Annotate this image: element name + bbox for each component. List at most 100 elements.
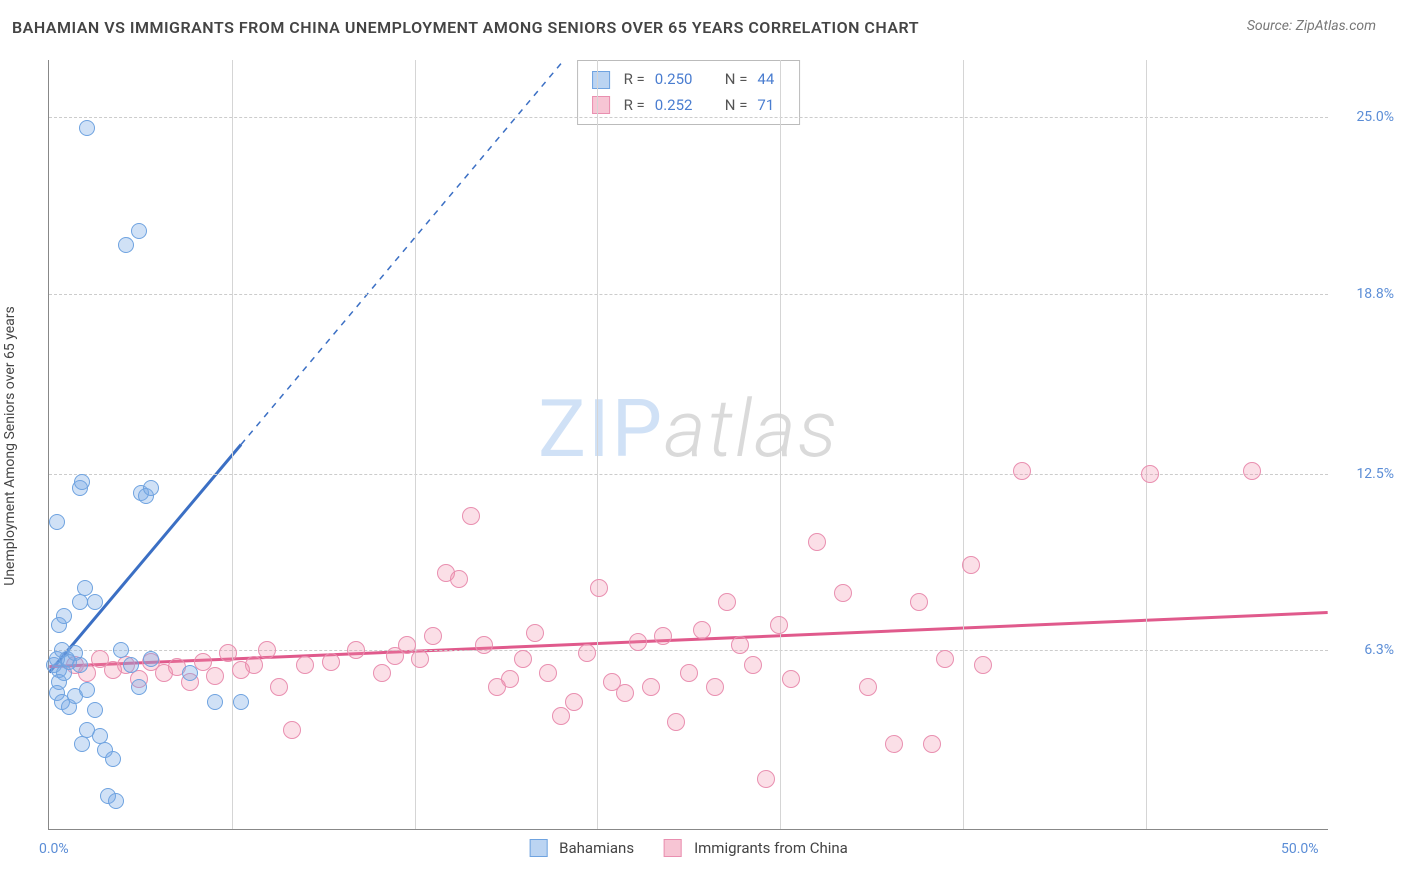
legend-label-bahamians: Bahamians — [559, 839, 634, 857]
correlation-legend: R = 0.250 N = 44 R = 0.252 N = 71 — [577, 60, 801, 125]
data-point — [654, 627, 672, 645]
data-point — [629, 633, 647, 651]
data-point — [578, 644, 596, 662]
data-point — [207, 694, 223, 710]
data-point — [87, 702, 103, 718]
chart-title: BAHAMIAN VS IMMIGRANTS FROM CHINA UNEMPL… — [12, 18, 919, 37]
source-label: Source: ZipAtlas.com — [1247, 18, 1376, 34]
data-point — [475, 636, 493, 654]
r-value-china: 0.252 — [655, 93, 707, 119]
data-point — [143, 651, 159, 667]
data-point — [108, 793, 124, 809]
data-point — [245, 656, 263, 674]
data-point — [79, 120, 95, 136]
n-label: N = — [725, 67, 748, 93]
data-point — [270, 678, 288, 696]
data-point — [258, 641, 276, 659]
swatch-bahamians — [592, 71, 610, 89]
data-point — [182, 665, 198, 681]
data-point — [56, 608, 72, 624]
data-point — [322, 653, 340, 671]
data-point — [782, 670, 800, 688]
data-point — [526, 624, 544, 642]
gridline-v — [232, 60, 233, 829]
data-point — [1243, 462, 1261, 480]
data-point — [565, 693, 583, 711]
xtick-label: 50.0% — [1281, 841, 1319, 857]
ytick-label: 12.5% — [1336, 466, 1394, 482]
gridline-v — [963, 60, 964, 829]
data-point — [424, 627, 442, 645]
data-point — [118, 237, 134, 253]
data-point — [373, 664, 391, 682]
data-point — [283, 721, 301, 739]
watermark-atlas: atlas — [664, 382, 839, 476]
swatch-china — [592, 96, 610, 114]
data-point — [74, 736, 90, 752]
data-point — [1141, 465, 1159, 483]
gridline-v — [597, 60, 598, 829]
swatch-bahamians-icon — [529, 839, 547, 857]
data-point — [79, 722, 95, 738]
data-point — [859, 678, 877, 696]
data-point — [450, 570, 468, 588]
gridline-v — [780, 60, 781, 829]
data-point — [936, 650, 954, 668]
data-point — [693, 621, 711, 639]
xtick-label: 0.0% — [39, 841, 69, 857]
data-point — [744, 656, 762, 674]
data-point — [72, 594, 88, 610]
data-point — [72, 657, 88, 673]
data-point — [770, 616, 788, 634]
r-label: R = — [624, 67, 645, 93]
data-point — [87, 594, 103, 610]
data-point — [49, 514, 65, 530]
legend-item-bahamians: Bahamians — [529, 839, 634, 857]
data-point — [974, 656, 992, 674]
data-point — [501, 670, 519, 688]
y-axis-label: Unemployment Among Seniors over 65 years — [2, 306, 18, 586]
data-point — [113, 642, 129, 658]
data-point — [514, 650, 532, 668]
data-point — [885, 735, 903, 753]
gridline-h — [49, 474, 1328, 475]
ytick-label: 6.3% — [1336, 642, 1394, 658]
data-point — [105, 751, 121, 767]
r-value-bahamians: 0.250 — [655, 67, 707, 93]
data-point — [79, 682, 95, 698]
swatch-china-icon — [664, 839, 682, 857]
data-point — [131, 679, 147, 695]
plot-area: ZIPatlas R = 0.250 N = 44 R = 0.252 N = … — [48, 60, 1328, 830]
data-point — [296, 656, 314, 674]
gridline-h — [49, 650, 1328, 651]
legend-label-china: Immigrants from China — [694, 839, 848, 857]
data-point — [552, 707, 570, 725]
data-point — [616, 684, 634, 702]
data-point — [667, 713, 685, 731]
data-point — [1013, 462, 1031, 480]
r-label: R = — [624, 93, 645, 119]
series-legend: Bahamians Immigrants from China — [529, 839, 848, 857]
data-point — [757, 770, 775, 788]
gridline-v — [1146, 60, 1147, 829]
data-point — [590, 579, 608, 597]
data-point — [680, 664, 698, 682]
data-point — [718, 593, 736, 611]
chart-container: ZIPatlas R = 0.250 N = 44 R = 0.252 N = … — [48, 60, 1394, 862]
data-point — [462, 507, 480, 525]
data-point — [706, 678, 724, 696]
watermark-zip: ZIP — [538, 382, 664, 476]
data-point — [539, 664, 557, 682]
n-label: N = — [725, 93, 748, 119]
data-point — [347, 641, 365, 659]
data-point — [923, 735, 941, 753]
gridline-v — [415, 60, 416, 829]
ytick-label: 18.8% — [1336, 286, 1394, 302]
gridline-h — [49, 294, 1328, 295]
data-point — [131, 223, 147, 239]
data-point — [642, 678, 660, 696]
data-point — [808, 533, 826, 551]
n-value-bahamians: 44 — [757, 67, 785, 93]
data-point — [411, 650, 429, 668]
data-point — [233, 694, 249, 710]
